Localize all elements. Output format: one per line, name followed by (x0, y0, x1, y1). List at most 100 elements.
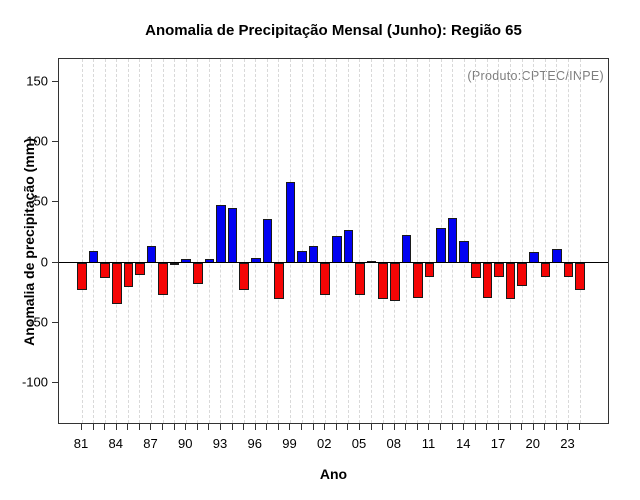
x-axis-tick (196, 424, 198, 430)
x-tick-label: 14 (456, 436, 471, 451)
year-gridline (382, 59, 384, 423)
x-axis-tick (451, 424, 453, 430)
bar (239, 262, 249, 291)
year-gridline (313, 59, 315, 423)
x-tick-label: 87 (143, 436, 158, 451)
bar (158, 262, 168, 296)
x-axis-tick (185, 424, 187, 430)
bar (332, 236, 342, 263)
y-axis-tick (52, 382, 58, 384)
chart-title: Anomalia de Precipitação Mensal (Junho):… (145, 22, 522, 39)
x-axis-tick (555, 424, 557, 430)
x-axis-tick (347, 424, 349, 430)
x-tick-label: 96 (247, 436, 262, 451)
x-axis-tick (301, 424, 303, 430)
x-axis-tick (277, 424, 279, 430)
bar (517, 262, 527, 286)
bar (77, 262, 87, 291)
y-axis-tick (52, 321, 58, 323)
bar (169, 262, 180, 265)
bar (482, 262, 493, 298)
bar (540, 262, 551, 278)
bar (262, 219, 273, 263)
bar (378, 262, 388, 299)
x-axis-tick (497, 424, 499, 430)
year-gridline (324, 59, 326, 423)
x-axis-tick (440, 424, 442, 430)
year-gridline (417, 59, 419, 423)
bar (193, 262, 203, 285)
bar (111, 262, 122, 304)
x-tick-label: 93 (212, 436, 228, 451)
bar (100, 262, 110, 279)
x-axis-tick (92, 424, 94, 430)
y-axis-tick (52, 141, 58, 143)
bar (505, 262, 516, 299)
x-axis-tick (208, 424, 210, 430)
x-axis-tick (509, 424, 511, 430)
bar (459, 240, 470, 263)
bar (308, 245, 319, 263)
x-axis-tick (474, 424, 476, 430)
bar (447, 218, 458, 263)
year-gridline (150, 59, 152, 423)
x-axis-tick (162, 424, 164, 430)
y-tick-label: -100 (21, 374, 48, 390)
x-axis-tick (393, 424, 395, 430)
source-note: (Produto:CPTEC/INPE) (467, 69, 604, 83)
x-tick-label: 20 (525, 436, 540, 451)
year-gridline (475, 59, 477, 423)
x-axis-tick (231, 424, 233, 430)
year-gridline (208, 59, 210, 423)
year-gridline (544, 59, 546, 423)
bar (389, 262, 400, 302)
bar (274, 262, 284, 299)
bar (135, 262, 145, 275)
year-gridline (116, 59, 118, 423)
bar (297, 250, 307, 263)
x-axis-tick (312, 424, 314, 430)
x-axis-tick (266, 424, 268, 430)
x-axis-label: Ano (319, 466, 348, 482)
x-tick-label: 11 (421, 436, 436, 451)
year-gridline (243, 59, 245, 423)
x-axis-tick (324, 424, 326, 430)
plot-area: (Produto:CPTEC/INPE) (58, 58, 609, 424)
x-axis-tick (104, 424, 106, 430)
x-tick-label: 02 (317, 436, 332, 451)
year-gridline (93, 59, 95, 423)
year-gridline (185, 59, 187, 423)
x-axis-tick (289, 424, 291, 430)
x-axis-tick (463, 424, 465, 430)
bar (552, 249, 562, 263)
bar (424, 262, 435, 278)
bar (320, 262, 331, 296)
bar (285, 181, 296, 263)
y-tick-label: 50 (33, 193, 48, 209)
year-gridline (486, 59, 488, 423)
x-axis-tick (254, 424, 256, 430)
x-axis-tick (358, 424, 360, 430)
x-axis-tick (567, 424, 569, 430)
y-axis-tick (52, 261, 58, 263)
bar (471, 262, 481, 279)
bar (575, 262, 585, 291)
bar (146, 245, 157, 263)
year-gridline (567, 59, 569, 423)
x-axis-tick (405, 424, 407, 430)
y-axis-tick (52, 80, 58, 82)
bar (227, 208, 238, 263)
x-axis-tick (428, 424, 430, 430)
x-axis-tick (127, 424, 129, 430)
year-gridline (301, 59, 303, 423)
y-tick-label: -50 (29, 314, 48, 330)
year-gridline (127, 59, 129, 423)
x-axis-tick (579, 424, 581, 430)
bar (401, 234, 412, 263)
bar (413, 262, 423, 298)
year-gridline (197, 59, 199, 423)
year-gridline (498, 59, 500, 423)
x-axis-tick (335, 424, 337, 430)
x-axis-tick (219, 424, 221, 430)
